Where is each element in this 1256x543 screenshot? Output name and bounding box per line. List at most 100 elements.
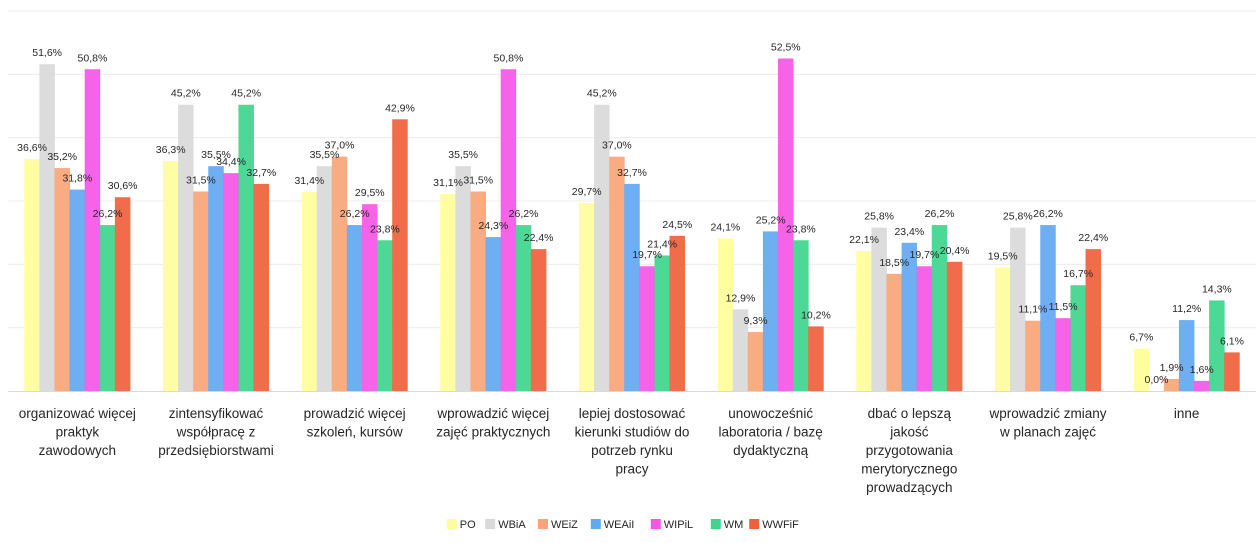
bar-wwfif-2 <box>392 119 408 392</box>
data-label-wm-7: 16,7% <box>1063 268 1093 280</box>
bar-po-8 <box>1133 348 1150 391</box>
data-label-weiz-0: 35,2% <box>47 151 77 163</box>
category-label-0-line-0: organizować więcej <box>19 406 136 421</box>
bar-wwfif-7 <box>1085 249 1102 391</box>
data-label-wm-2: 23,8% <box>370 223 400 235</box>
data-label-weaii-1: 35,5% <box>201 149 231 161</box>
category-label-6-line-1: jakość <box>889 425 929 440</box>
data-label-wm-0: 26,2% <box>93 208 123 220</box>
data-label-wbia-5: 12,9% <box>726 292 756 304</box>
data-label-weiz-6: 18,5% <box>879 257 909 269</box>
data-label-wwfif-3: 22,4% <box>524 232 554 244</box>
legend-label-po: PO <box>460 519 476 531</box>
category-label-6-line-0: dbać o lepszą <box>868 406 952 421</box>
category-label-8-line-0: inne <box>1174 406 1200 421</box>
category-label-6-line-3: merytorycznego <box>861 462 957 477</box>
bar-wipil-8 <box>1194 380 1210 391</box>
bar-wm-4 <box>654 255 670 391</box>
legend-label-wbia: WBiA <box>498 519 526 531</box>
data-label-wwfif-0: 30,6% <box>108 180 138 192</box>
data-label-weiz-4: 37,0% <box>602 140 632 152</box>
legend-label-weaii: WEAiI <box>604 519 635 531</box>
data-label-wwfif-6: 20,4% <box>940 245 970 257</box>
data-label-weaii-2: 26,2% <box>340 208 370 220</box>
category-label-2-line-1: szkoleń, kursów <box>307 425 403 440</box>
data-label-wwfif-2: 42,9% <box>385 102 415 114</box>
legend-swatch-weiz <box>538 519 548 529</box>
data-label-wipil-8: 1,6% <box>1190 364 1214 376</box>
data-label-wipil-3: 50,8% <box>494 52 524 64</box>
bar-po-5 <box>717 238 734 391</box>
legend-swatch-weaii <box>590 519 601 529</box>
data-label-wwfif-5: 10,2% <box>801 309 831 321</box>
data-label-wwfif-8: 6,1% <box>1220 335 1244 347</box>
bar-wbia-0 <box>39 64 55 391</box>
category-label-5-line-2: dydaktyczną <box>733 443 809 458</box>
bar-wwfif-0 <box>114 197 131 391</box>
bar-wwfif-6 <box>946 261 963 391</box>
bar-weaii-7 <box>1040 225 1056 391</box>
bar-wipil-5 <box>778 58 794 391</box>
bar-wipil-7 <box>1055 318 1071 391</box>
data-label-weiz-5: 9,3% <box>744 315 768 327</box>
bar-wwfif-4 <box>669 235 686 391</box>
bar-wm-7 <box>1070 285 1086 391</box>
data-label-wm-5: 23,8% <box>786 223 816 235</box>
data-label-weiz-2: 37,0% <box>325 140 355 152</box>
bar-weaii-3 <box>485 237 502 391</box>
data-label-wipil-6: 19,7% <box>910 249 940 261</box>
category-label-5-line-0: unowocześnić <box>728 406 813 421</box>
legend-label-wwfif: WWFiF <box>762 519 799 531</box>
bar-wm-2 <box>377 240 393 391</box>
bar-wbia-2 <box>316 166 333 391</box>
data-label-weaii-4: 32,7% <box>617 167 647 179</box>
bar-po-1 <box>162 161 179 391</box>
category-label-2-line-0: prowadzić więcej <box>304 406 406 421</box>
bar-po-6 <box>856 251 872 391</box>
data-label-weaii-6: 23,4% <box>894 226 924 238</box>
bar-weaii-6 <box>901 242 918 391</box>
data-label-wm-8: 14,3% <box>1202 283 1232 295</box>
bar-weiz-0 <box>54 168 70 391</box>
bar-wbia-1 <box>178 104 194 391</box>
data-label-wbia-4: 45,2% <box>587 88 617 100</box>
bar-weaii-2 <box>346 225 363 391</box>
data-label-po-4: 29,7% <box>572 186 602 198</box>
data-label-weiz-7: 11,1% <box>1018 304 1047 316</box>
x-axis: organizować więcej praktyk zawodowych zinte… <box>8 391 1256 495</box>
data-label-wm-6: 26,2% <box>925 208 955 220</box>
bar-weiz-5 <box>747 332 764 391</box>
data-label-weaii-5: 25,2% <box>756 214 786 226</box>
bar-wm-1 <box>238 104 254 391</box>
bar-wwfif-3 <box>530 249 547 391</box>
category-label-1-line-2: przedsiębiorstwami <box>158 443 274 458</box>
bar-po-0 <box>24 159 40 391</box>
bar-wm-0 <box>99 225 116 391</box>
bar-po-3 <box>440 194 456 391</box>
data-label-po-0: 36,6% <box>17 142 47 154</box>
data-label-wipil-1: 34,4% <box>216 156 246 168</box>
bar-wm-8 <box>1209 300 1225 391</box>
bar-weiz-1 <box>193 191 209 391</box>
bar-weaii-1 <box>208 166 224 391</box>
bar-wm-3 <box>515 225 532 391</box>
category-label-4-line-0: lepiej dostosować <box>579 406 686 421</box>
data-label-wbia-8: 0,0% <box>1144 374 1168 386</box>
category-label-0-line-1: praktyk <box>56 425 100 440</box>
bar-wipil-0 <box>84 69 101 392</box>
legend-label-weiz: WEiZ <box>551 519 578 531</box>
bar-wipil-6 <box>916 266 933 391</box>
data-label-wbia-6: 25,8% <box>864 211 894 223</box>
data-label-wipil-2: 29,5% <box>355 187 385 199</box>
bar-wm-6 <box>931 225 948 391</box>
bar-weiz-2 <box>331 156 348 391</box>
bar-po-4 <box>578 202 595 391</box>
data-label-weaii-0: 31,8% <box>62 173 92 185</box>
category-label-1-line-0: zintensyfikować <box>169 406 264 421</box>
category-label-3-line-1: zajęć praktycznych <box>436 425 550 440</box>
data-label-po-1: 36,3% <box>156 144 186 156</box>
bar-wwfif-8 <box>1224 352 1240 391</box>
data-label-wbia-3: 35,5% <box>448 149 478 161</box>
category-label-7-line-0: wprowadzić zmiany <box>988 406 1106 421</box>
